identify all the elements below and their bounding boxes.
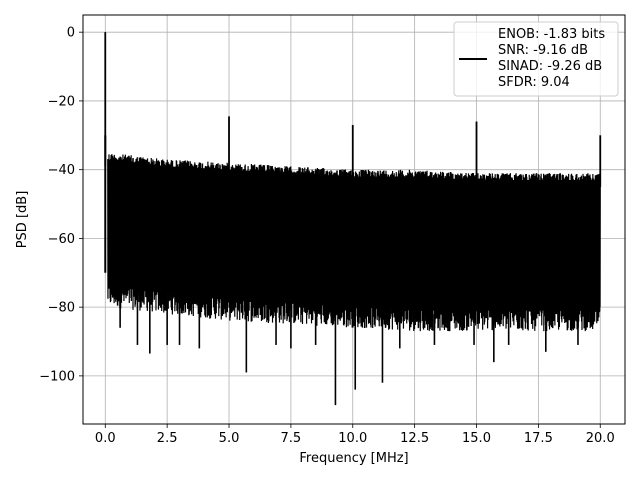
psd-noise-band (107, 159, 601, 311)
x-tick-label: 17.5 (524, 431, 553, 446)
y-tick-label: −20 (48, 94, 75, 109)
x-tick-label: 12.5 (400, 431, 429, 446)
x-tick-label: 10.0 (338, 431, 367, 446)
y-tick-label: −100 (39, 369, 75, 384)
legend-enob: ENOB: -1.83 bits (498, 27, 605, 42)
legend: ENOB: -1.83 bits SNR: -9.16 dB SINAD: -9… (453, 21, 619, 97)
axis-ticks: 0.0 2.5 5.0 7.5 10.0 12.5 15.0 17.5 20.0 0 −20 −40 −… (39, 26, 614, 446)
plot-frame (82, 14, 626, 425)
y-tick-label: −40 (48, 163, 75, 178)
y-tick-label: −60 (48, 232, 75, 247)
x-tick-label: 0.0 (95, 431, 116, 446)
legend-box (453, 21, 619, 97)
x-tick-label: 5.0 (219, 431, 240, 446)
x-axis-label: Frequency [MHz] (299, 451, 408, 466)
psd-trace (104, 32, 602, 406)
legend-sinad: SINAD: -9.26 dB (498, 59, 602, 74)
y-tick-label: 0 (67, 26, 75, 41)
x-tick-label: 20.0 (586, 431, 615, 446)
x-tick-label: 2.5 (157, 431, 178, 446)
legend-sfdr: SFDR: 9.04 (498, 75, 570, 90)
legend-snr: SNR: -9.16 dB (498, 43, 588, 58)
y-tick-label: −80 (48, 301, 75, 316)
x-tick-label: 7.5 (281, 431, 302, 446)
x-tick-label: 15.0 (462, 431, 491, 446)
y-axis-label: PSD [dB] (15, 191, 30, 249)
